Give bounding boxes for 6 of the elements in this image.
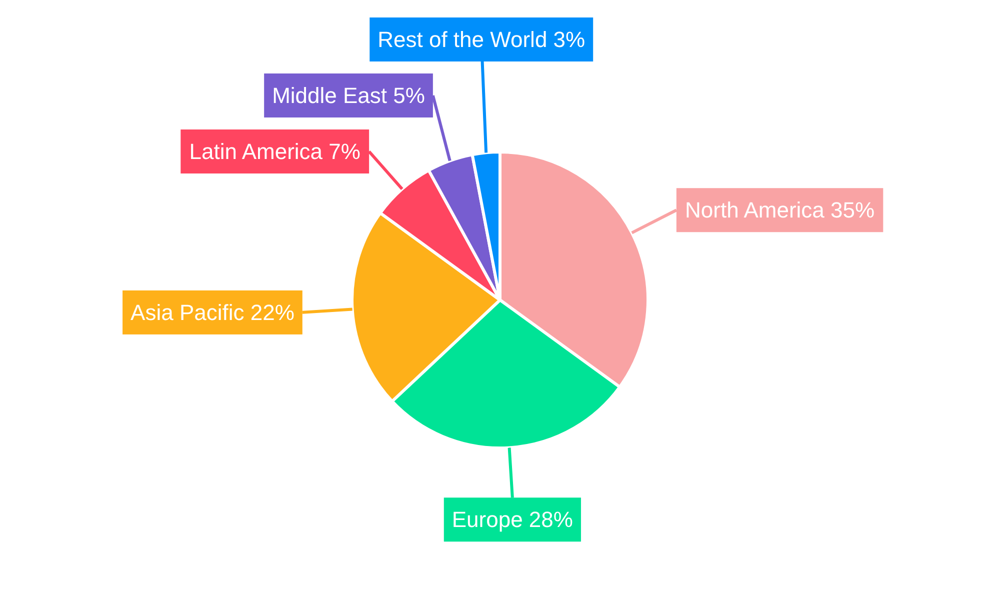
slice-label: Latin America 7% <box>189 138 360 164</box>
slice-label: North America 35% <box>685 198 875 223</box>
slice-label: Europe 28% <box>452 507 573 532</box>
slice-label: Asia Pacific 22% <box>130 300 294 325</box>
slice-label: Rest of the World 3% <box>378 26 586 52</box>
slice-label: Middle East 5% <box>272 82 425 108</box>
